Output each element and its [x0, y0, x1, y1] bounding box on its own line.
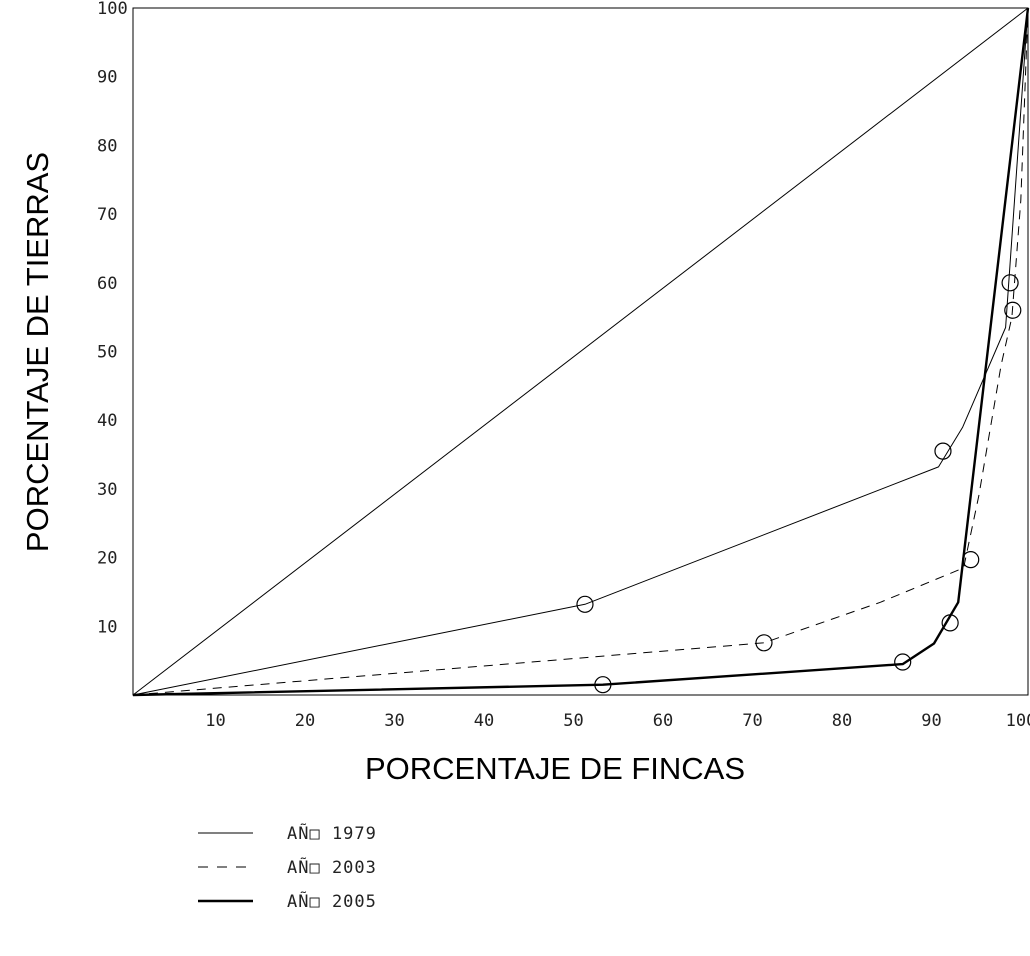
series-marker [1001, 274, 1019, 292]
y-tick-label: 10 [97, 617, 117, 637]
x-tick-label: 90 [921, 711, 941, 731]
y-tick-label: 50 [97, 343, 117, 363]
y-tick-label: 80 [97, 136, 117, 156]
x-tick-label: 40 [474, 711, 494, 731]
series-marker [755, 634, 773, 652]
y-tick-label: 30 [97, 480, 117, 500]
series-marker [576, 595, 594, 613]
y-axis-ticks: 10 20 30 40 50 60 70 80 90 100 [97, 0, 128, 637]
x-tick-label: 60 [653, 711, 673, 731]
legend-label: AÑ□ 1979 [287, 822, 377, 844]
legend: AÑ□ 1979 AÑ□ 2003 AÑ□ 2005 [198, 822, 377, 912]
y-tick-label: 100 [97, 0, 128, 19]
y-tick-label: 60 [97, 274, 117, 294]
x-tick-label: 10 [205, 711, 225, 731]
x-tick-label: 50 [563, 711, 583, 731]
y-tick-label: 20 [97, 549, 117, 569]
series-marker [941, 614, 959, 632]
equality-line [132, 7, 1029, 696]
legend-label: AÑ□ 2003 [287, 856, 377, 878]
series-marker [962, 551, 980, 569]
y-tick-label: 40 [97, 411, 117, 431]
x-axis-title: PORCENTAJE DE FINCAS [365, 751, 745, 786]
y-tick-label: 90 [97, 68, 117, 88]
series-marker [894, 653, 912, 671]
series-markers [576, 274, 1022, 694]
y-axis-title: PORCENTAJE DE TIERRAS [20, 152, 55, 552]
x-tick-label: 70 [742, 711, 762, 731]
series-marker [594, 676, 612, 694]
legend-label: AÑ□ 2005 [287, 890, 377, 912]
series-marker [1004, 301, 1022, 319]
series-marker [934, 442, 952, 460]
plot-area [132, 7, 1029, 696]
series-line-3 [132, 7, 1030, 697]
plot-frame [132, 7, 1029, 696]
y-tick-label: 70 [97, 205, 117, 225]
x-tick-label: 20 [295, 711, 315, 731]
x-tick-label: 30 [384, 711, 404, 731]
series-line-2 [132, 7, 1029, 696]
x-tick-label: 100 [1006, 711, 1030, 731]
x-tick-label: 80 [832, 711, 852, 731]
x-axis-ticks: 10 20 30 40 50 60 70 80 90 100 [205, 711, 1030, 731]
